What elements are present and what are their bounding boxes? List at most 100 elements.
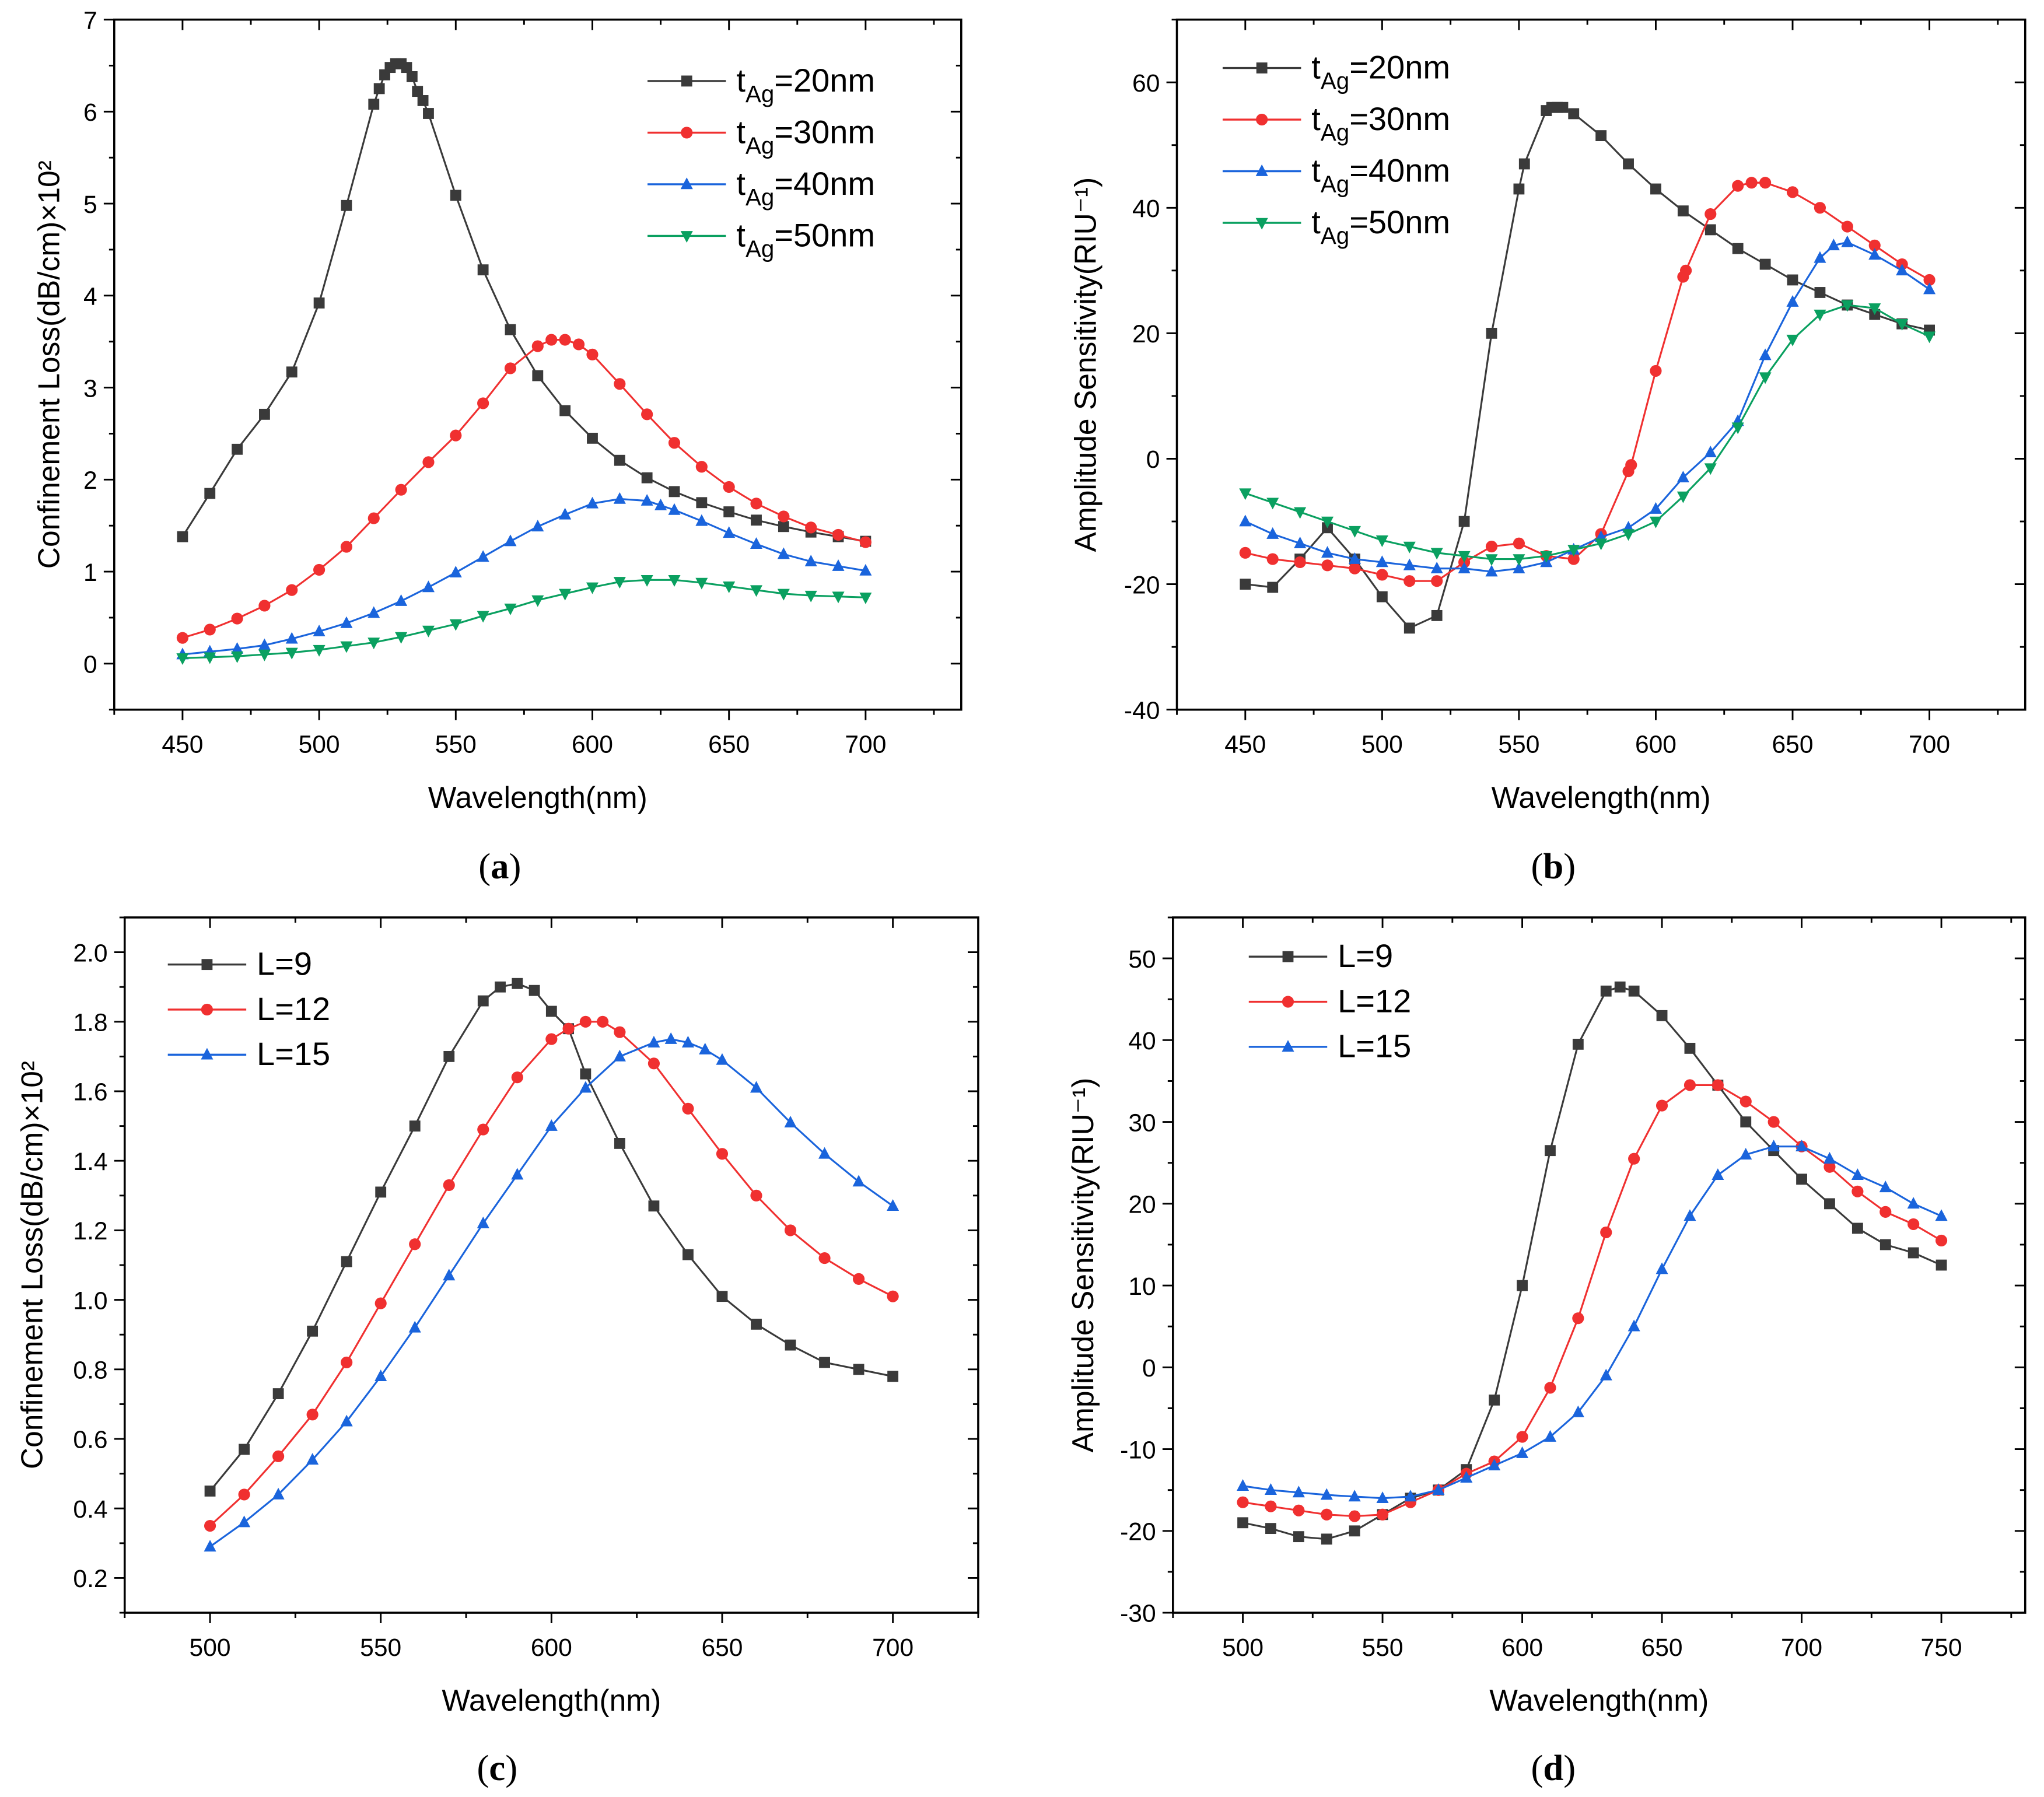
x-tick-label: 700	[1909, 731, 1950, 759]
data-point	[1544, 1382, 1556, 1394]
data-point	[443, 1179, 455, 1192]
data-point	[750, 585, 763, 597]
data-point	[1376, 569, 1388, 581]
y-tick-label: 1.4	[73, 1148, 107, 1176]
legend-label: tAg=40nm	[736, 165, 875, 211]
data-point	[614, 1138, 625, 1149]
data-point	[1740, 1148, 1752, 1160]
data-point	[1625, 459, 1637, 471]
data-point	[1320, 1488, 1333, 1500]
data-point	[504, 362, 517, 374]
data-point	[1265, 1500, 1277, 1512]
data-point	[818, 1252, 831, 1264]
legend-label: tAg=40nm	[1311, 152, 1450, 197]
data-point	[579, 1081, 592, 1093]
data-point	[1880, 1239, 1891, 1250]
y-tick-label: 6	[83, 99, 97, 127]
series-L=9	[1237, 981, 1947, 1545]
data-point	[723, 506, 735, 517]
data-point	[887, 1371, 899, 1382]
data-point	[1824, 1198, 1835, 1210]
data-point	[1649, 502, 1662, 514]
data-point	[751, 514, 762, 526]
data-point	[1868, 248, 1881, 260]
data-point	[784, 1115, 797, 1127]
data-point	[477, 550, 489, 562]
data-point	[1786, 334, 1799, 346]
y-axis-label: Amplitude Sensitivity(RIU⁻¹)	[1069, 177, 1102, 552]
data-point	[1567, 545, 1580, 557]
data-point	[1517, 1280, 1528, 1291]
legend-label: tAg=50nm	[1311, 204, 1450, 249]
data-point	[1321, 559, 1334, 572]
x-tick-label: 550	[435, 731, 477, 759]
plot-frame	[1175, 18, 2027, 711]
series-line	[1242, 1084, 1942, 1518]
data-point	[1814, 287, 1826, 298]
x-tick-label: 500	[1222, 1634, 1264, 1662]
y-tick-label: 30	[1128, 1109, 1156, 1137]
series-line	[209, 1021, 894, 1527]
data-point	[777, 589, 790, 601]
data-point	[696, 497, 708, 509]
data-point	[422, 456, 435, 468]
data-point	[1348, 526, 1361, 538]
data-point	[340, 641, 353, 653]
panel-caption: (c)	[477, 1747, 518, 1788]
data-point	[1656, 1099, 1668, 1112]
data-point	[231, 612, 243, 625]
data-point	[495, 981, 506, 993]
legend-label: L=12	[257, 990, 330, 1027]
data-point	[368, 99, 380, 110]
legend-entry: L=12	[1248, 982, 1411, 1019]
data-point	[368, 637, 380, 650]
x-tick-label: 550	[1362, 1634, 1404, 1662]
x-tick-label: 650	[1772, 731, 1814, 759]
data-point	[1572, 1312, 1584, 1325]
y-tick-label: 3	[83, 374, 97, 402]
data-point	[818, 1147, 831, 1159]
data-point	[778, 521, 789, 533]
data-point	[1841, 235, 1854, 247]
data-point	[341, 199, 352, 211]
data-point	[204, 623, 216, 636]
data-point	[1513, 537, 1525, 549]
data-point	[417, 95, 429, 106]
data-point	[201, 1048, 214, 1060]
data-point	[1732, 243, 1744, 254]
series-line	[182, 579, 866, 659]
legend-entry: L=12	[167, 990, 330, 1027]
y-tick-label: 1	[83, 559, 97, 587]
legend-entry: tAg=30nm	[648, 113, 875, 159]
data-point	[1595, 538, 1608, 551]
data-point	[1740, 1116, 1752, 1128]
data-point	[586, 582, 599, 594]
data-point	[597, 1015, 609, 1028]
data-point	[1740, 1095, 1752, 1108]
data-point	[777, 547, 790, 559]
series-line	[181, 62, 866, 542]
data-point	[832, 559, 845, 571]
series-L=9	[204, 978, 899, 1497]
data-point	[695, 461, 708, 473]
data-point	[1293, 1531, 1304, 1543]
data-point	[259, 408, 270, 420]
data-point	[1908, 1247, 1919, 1259]
data-point	[1545, 1145, 1556, 1157]
data-point	[1431, 575, 1443, 587]
legend-entry: L=15	[1248, 1028, 1411, 1064]
data-point	[307, 1325, 318, 1337]
data-point	[1294, 556, 1306, 569]
data-point	[1282, 951, 1294, 962]
data-point	[750, 1189, 762, 1201]
data-point	[1679, 264, 1692, 276]
data-point	[1403, 558, 1416, 570]
data-point	[1458, 516, 1470, 527]
data-point	[1239, 547, 1251, 559]
data-point	[1656, 1010, 1668, 1021]
series-line	[1245, 304, 1930, 561]
y-tick-label: 1.6	[73, 1078, 107, 1106]
data-point	[313, 624, 326, 636]
data-point	[1403, 541, 1416, 554]
data-point	[477, 264, 489, 276]
